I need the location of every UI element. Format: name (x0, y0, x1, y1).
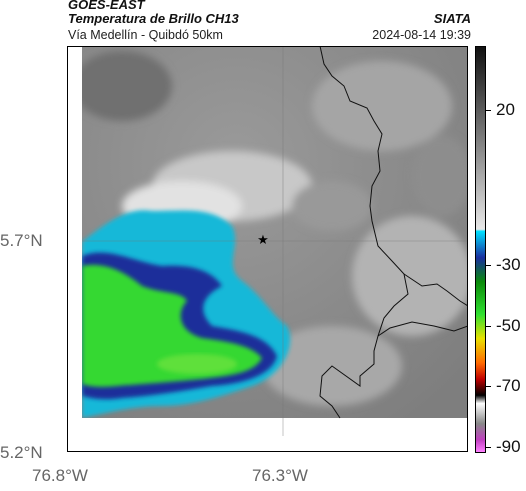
colorbar-label-minus30: -30 (496, 255, 521, 274)
cloud-texture (82, 51, 468, 406)
lon-label-76-8: 76.8°W (32, 466, 88, 485)
colorbar-label-minus90: -90 (496, 437, 521, 456)
lon-label-76-3: 76.3°W (252, 466, 308, 485)
admin-border-north (403, 273, 468, 307)
admin-border (319, 46, 409, 419)
colorbar-tick (486, 110, 491, 111)
satellite-title: GOES-EAST (68, 0, 145, 12)
colorbar-tick (486, 326, 491, 327)
satellite-map: ★ (82, 46, 468, 436)
colorbar (475, 46, 486, 453)
colorbar-tick (486, 265, 491, 266)
route-subtitle: Vía Medellín - Quibdó 50km (68, 28, 223, 42)
admin-border-east (377, 321, 468, 337)
product-title: Temperatura de Brillo CH13 (68, 11, 239, 26)
no-data-strip (82, 418, 468, 436)
colorbar-label-20: 20 (496, 100, 515, 119)
location-star: ★ (257, 232, 269, 247)
lat-label-5-2: 5.2°N (0, 443, 43, 462)
datetime-label: 2024-08-14 19:39 (372, 28, 471, 42)
colorbar-label-minus70: -70 (496, 376, 521, 395)
colorbar-tick (486, 447, 491, 448)
lat-label-5-7: 5.7°N (0, 231, 43, 250)
agency-label: SIATA (433, 11, 471, 26)
colorbar-label-minus50: -50 (496, 316, 521, 335)
colorbar-tick (486, 386, 491, 387)
